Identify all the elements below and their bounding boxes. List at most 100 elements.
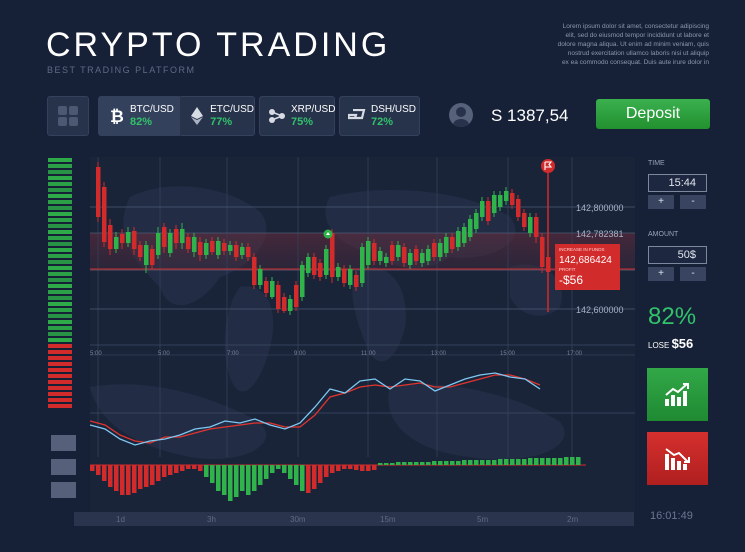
meter-segment	[48, 344, 72, 348]
meter-segment	[48, 224, 72, 228]
time-input[interactable]: 15:44	[648, 174, 707, 192]
histogram-bar	[378, 463, 383, 465]
timeframe-option[interactable]: 1d	[116, 515, 125, 524]
pair-etc-usd[interactable]: ETC/USD 77%	[179, 96, 255, 136]
timeframe-option[interactable]: 15m	[380, 515, 396, 524]
grid-icon	[58, 106, 78, 126]
pair-dsh-usd[interactable]: DSH/USD 72%	[339, 96, 420, 136]
meter-segment	[48, 176, 72, 180]
candle	[324, 249, 329, 275]
candle	[516, 199, 521, 217]
histogram-bar	[324, 465, 329, 477]
call-up-button[interactable]	[647, 368, 708, 421]
candle	[258, 269, 263, 285]
candle	[504, 191, 509, 201]
histogram-bar	[330, 465, 335, 473]
pair-btc-usd[interactable]: ₿ BTC/USD 82%	[98, 96, 182, 136]
timeframe-bar[interactable]: 1d 3h 30m 15m 5m 2m	[74, 512, 634, 526]
timeframe-option[interactable]: 3h	[207, 515, 216, 524]
candle	[354, 275, 359, 287]
candle	[108, 225, 113, 249]
candle	[228, 245, 233, 251]
meter-segment	[48, 356, 72, 360]
pair-xrp-usd[interactable]: XRP/USD 75%	[259, 96, 335, 136]
candle	[120, 234, 125, 243]
flag-marker[interactable]	[541, 159, 555, 312]
histogram-bar	[570, 457, 575, 465]
meter-segment	[48, 380, 72, 384]
histogram-bar	[168, 465, 173, 475]
side-button-1[interactable]	[51, 435, 76, 451]
histogram-bar	[408, 462, 413, 465]
candle	[462, 227, 467, 243]
timeframe-option[interactable]: 30m	[290, 515, 306, 524]
time-tick-label: 5:00	[158, 351, 170, 357]
meter-segment	[48, 278, 72, 282]
histogram-bar	[336, 465, 341, 471]
pair-name: BTC/USD	[130, 104, 174, 115]
candle	[528, 217, 533, 233]
candle	[456, 231, 461, 247]
price-level-label: 142,800000	[576, 203, 624, 213]
histogram-bar	[462, 460, 467, 465]
side-button-3[interactable]	[51, 482, 76, 498]
pair-payout: 72%	[371, 116, 394, 128]
candle	[144, 245, 149, 265]
side-button-2[interactable]	[51, 459, 76, 475]
trading-chart[interactable]: 142,800000 142,782381 142,600000 5:00 5:00 7…	[89, 157, 635, 512]
histogram-bar	[402, 462, 407, 465]
histogram-bar	[510, 459, 515, 465]
histogram-bar	[264, 465, 269, 479]
candle	[522, 213, 527, 227]
candle	[360, 247, 365, 283]
pair-payout: 82%	[130, 116, 153, 128]
candle	[246, 247, 251, 257]
timeframe-option[interactable]: 5m	[477, 515, 488, 524]
app-subtitle: BEST TRADING PLATFORM	[47, 65, 196, 75]
meter-segment	[48, 374, 72, 378]
meter-segment	[48, 206, 72, 210]
histogram-bar	[180, 465, 185, 471]
histogram-bar	[372, 465, 377, 470]
histogram-bar	[486, 460, 491, 465]
meter-segment	[48, 182, 72, 186]
histogram-bar	[276, 465, 281, 469]
candle	[474, 213, 479, 229]
timeframe-option[interactable]: 2m	[567, 515, 578, 524]
histogram-bar	[534, 458, 539, 465]
histogram-bar	[96, 465, 101, 475]
candle	[366, 241, 371, 265]
svg-text:PROFIT: PROFIT	[559, 267, 576, 272]
histogram-bar	[300, 465, 305, 491]
chart-canvas[interactable]: 142,800000 142,782381 142,600000 5:00 5:00 7…	[89, 157, 635, 512]
deposit-button[interactable]: Deposit	[596, 99, 710, 129]
candle	[132, 231, 137, 249]
time-plus-button[interactable]: +	[648, 195, 674, 209]
time-minus-button[interactable]: -	[680, 195, 706, 209]
candle	[480, 201, 485, 217]
histogram-bar	[228, 465, 233, 501]
histogram-bar	[282, 465, 287, 473]
meter-segment	[48, 386, 72, 390]
candle	[180, 229, 185, 243]
histogram-bar	[222, 465, 227, 495]
macd-histogram	[90, 457, 581, 501]
candlesticks	[96, 162, 551, 315]
meter-segment	[48, 218, 72, 222]
amount-plus-button[interactable]: +	[648, 267, 674, 281]
app-title: CRYPTO TRADING	[46, 26, 391, 64]
candle	[276, 285, 281, 309]
grid-menu-button[interactable]	[47, 96, 89, 136]
time-axis: 5:00 5:00 7:00 9:00 11:00 13:00 15:00 17:00	[90, 351, 583, 357]
price-level-label: 142,782381	[576, 229, 624, 239]
svg-text:142,686424: 142,686424	[559, 255, 612, 266]
histogram-bar	[192, 465, 197, 469]
candle	[372, 243, 377, 261]
histogram-bar	[396, 462, 401, 465]
amount-minus-button[interactable]: -	[680, 267, 706, 281]
amount-input[interactable]: 50$	[648, 246, 707, 264]
histogram-bar	[558, 458, 563, 465]
avatar[interactable]	[449, 103, 473, 127]
svg-text:₿: ₿	[110, 107, 124, 125]
put-down-button[interactable]	[647, 432, 708, 485]
